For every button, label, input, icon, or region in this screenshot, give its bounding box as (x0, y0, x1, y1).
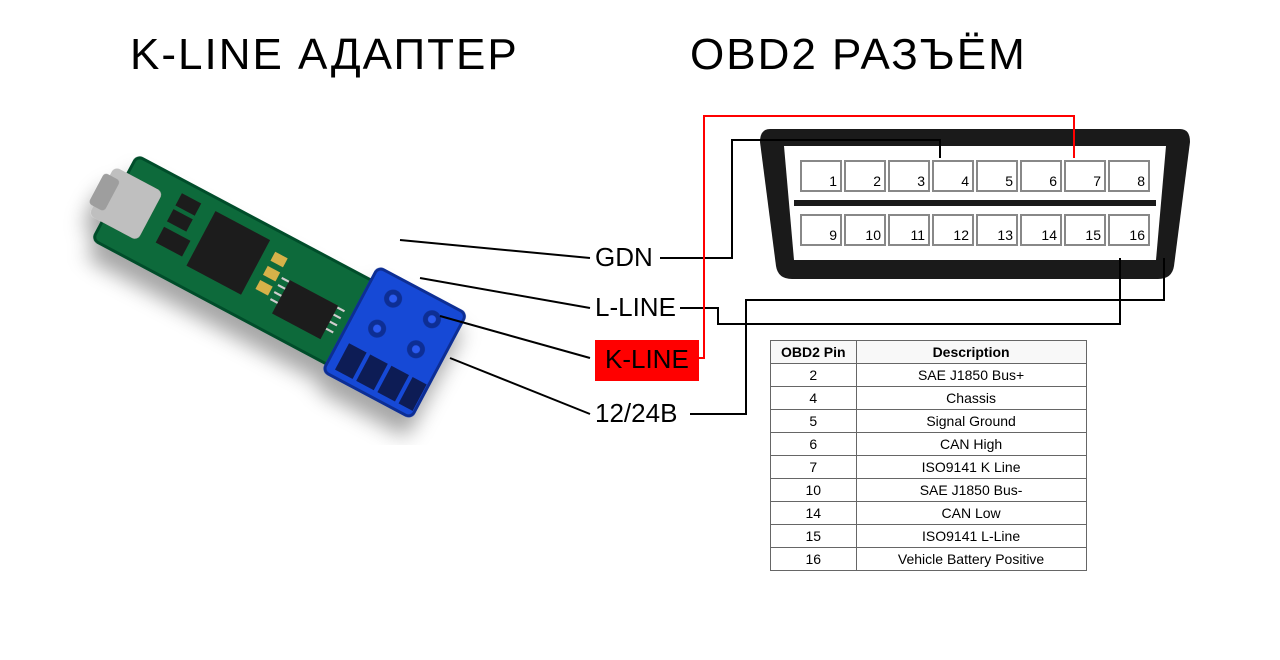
obd2-pin-16: 16 (1108, 214, 1150, 246)
table-cell-desc: Vehicle Battery Positive (856, 548, 1086, 571)
table-row: 6CAN High (771, 433, 1087, 456)
table-cell-desc: SAE J1850 Bus- (856, 479, 1086, 502)
table-cell-desc: Signal Ground (856, 410, 1086, 433)
obd2-connector-icon: 12345678 910111213141516 (760, 124, 1190, 284)
obd2-pin-2: 2 (844, 160, 886, 192)
table-cell-desc: CAN High (856, 433, 1086, 456)
obd2-pin-table: OBD2 Pin Description 2SAE J1850 Bus+4Cha… (770, 340, 1087, 571)
table-cell-pin: 4 (771, 387, 857, 410)
table-cell-desc: ISO9141 L-Line (856, 525, 1086, 548)
table-row: 2SAE J1850 Bus+ (771, 364, 1087, 387)
obd2-pin-14: 14 (1020, 214, 1062, 246)
obd2-pin-10: 10 (844, 214, 886, 246)
table-cell-desc: CAN Low (856, 502, 1086, 525)
table-cell-pin: 16 (771, 548, 857, 571)
obd2-pin-9: 9 (800, 214, 842, 246)
table-row: 16Vehicle Battery Positive (771, 548, 1087, 571)
obd2-pin-3: 3 (888, 160, 930, 192)
table-header-desc: Description (856, 341, 1086, 364)
obd2-pin-5: 5 (976, 160, 1018, 192)
pcb-board-icon (40, 115, 510, 445)
table-row: 15ISO9141 L-Line (771, 525, 1087, 548)
table-cell-pin: 10 (771, 479, 857, 502)
label-lline: L-LINE (595, 292, 676, 323)
obd2-pin-15: 15 (1064, 214, 1106, 246)
obd2-pin-1: 1 (800, 160, 842, 192)
label-gdn: GDN (595, 242, 653, 273)
table-cell-pin: 2 (771, 364, 857, 387)
table-cell-pin: 7 (771, 456, 857, 479)
label-12v: 12/24В (595, 398, 677, 429)
table-header-pin: OBD2 Pin (771, 341, 857, 364)
table-row: 7ISO9141 K Line (771, 456, 1087, 479)
obd2-pin-11: 11 (888, 214, 930, 246)
table-row: 14CAN Low (771, 502, 1087, 525)
table-cell-pin: 6 (771, 433, 857, 456)
obd2-pin-4: 4 (932, 160, 974, 192)
table-cell-pin: 5 (771, 410, 857, 433)
table-cell-desc: Chassis (856, 387, 1086, 410)
table-cell-pin: 15 (771, 525, 857, 548)
label-kline: K-LINE (595, 340, 699, 381)
obd2-pin-12: 12 (932, 214, 974, 246)
table-row: 10SAE J1850 Bus- (771, 479, 1087, 502)
table-cell-desc: ISO9141 K Line (856, 456, 1086, 479)
obd2-pin-8: 8 (1108, 160, 1150, 192)
obd2-pin-13: 13 (976, 214, 1018, 246)
table-cell-pin: 14 (771, 502, 857, 525)
obd2-pin-6: 6 (1020, 160, 1062, 192)
title-kline-adapter: K-LINE АДАПТЕР (130, 30, 519, 80)
table-row: 5Signal Ground (771, 410, 1087, 433)
title-obd2-connector: OBD2 РАЗЪЁМ (690, 30, 1027, 80)
table-cell-desc: SAE J1850 Bus+ (856, 364, 1086, 387)
table-row: 4Chassis (771, 387, 1087, 410)
obd2-pin-7: 7 (1064, 160, 1106, 192)
